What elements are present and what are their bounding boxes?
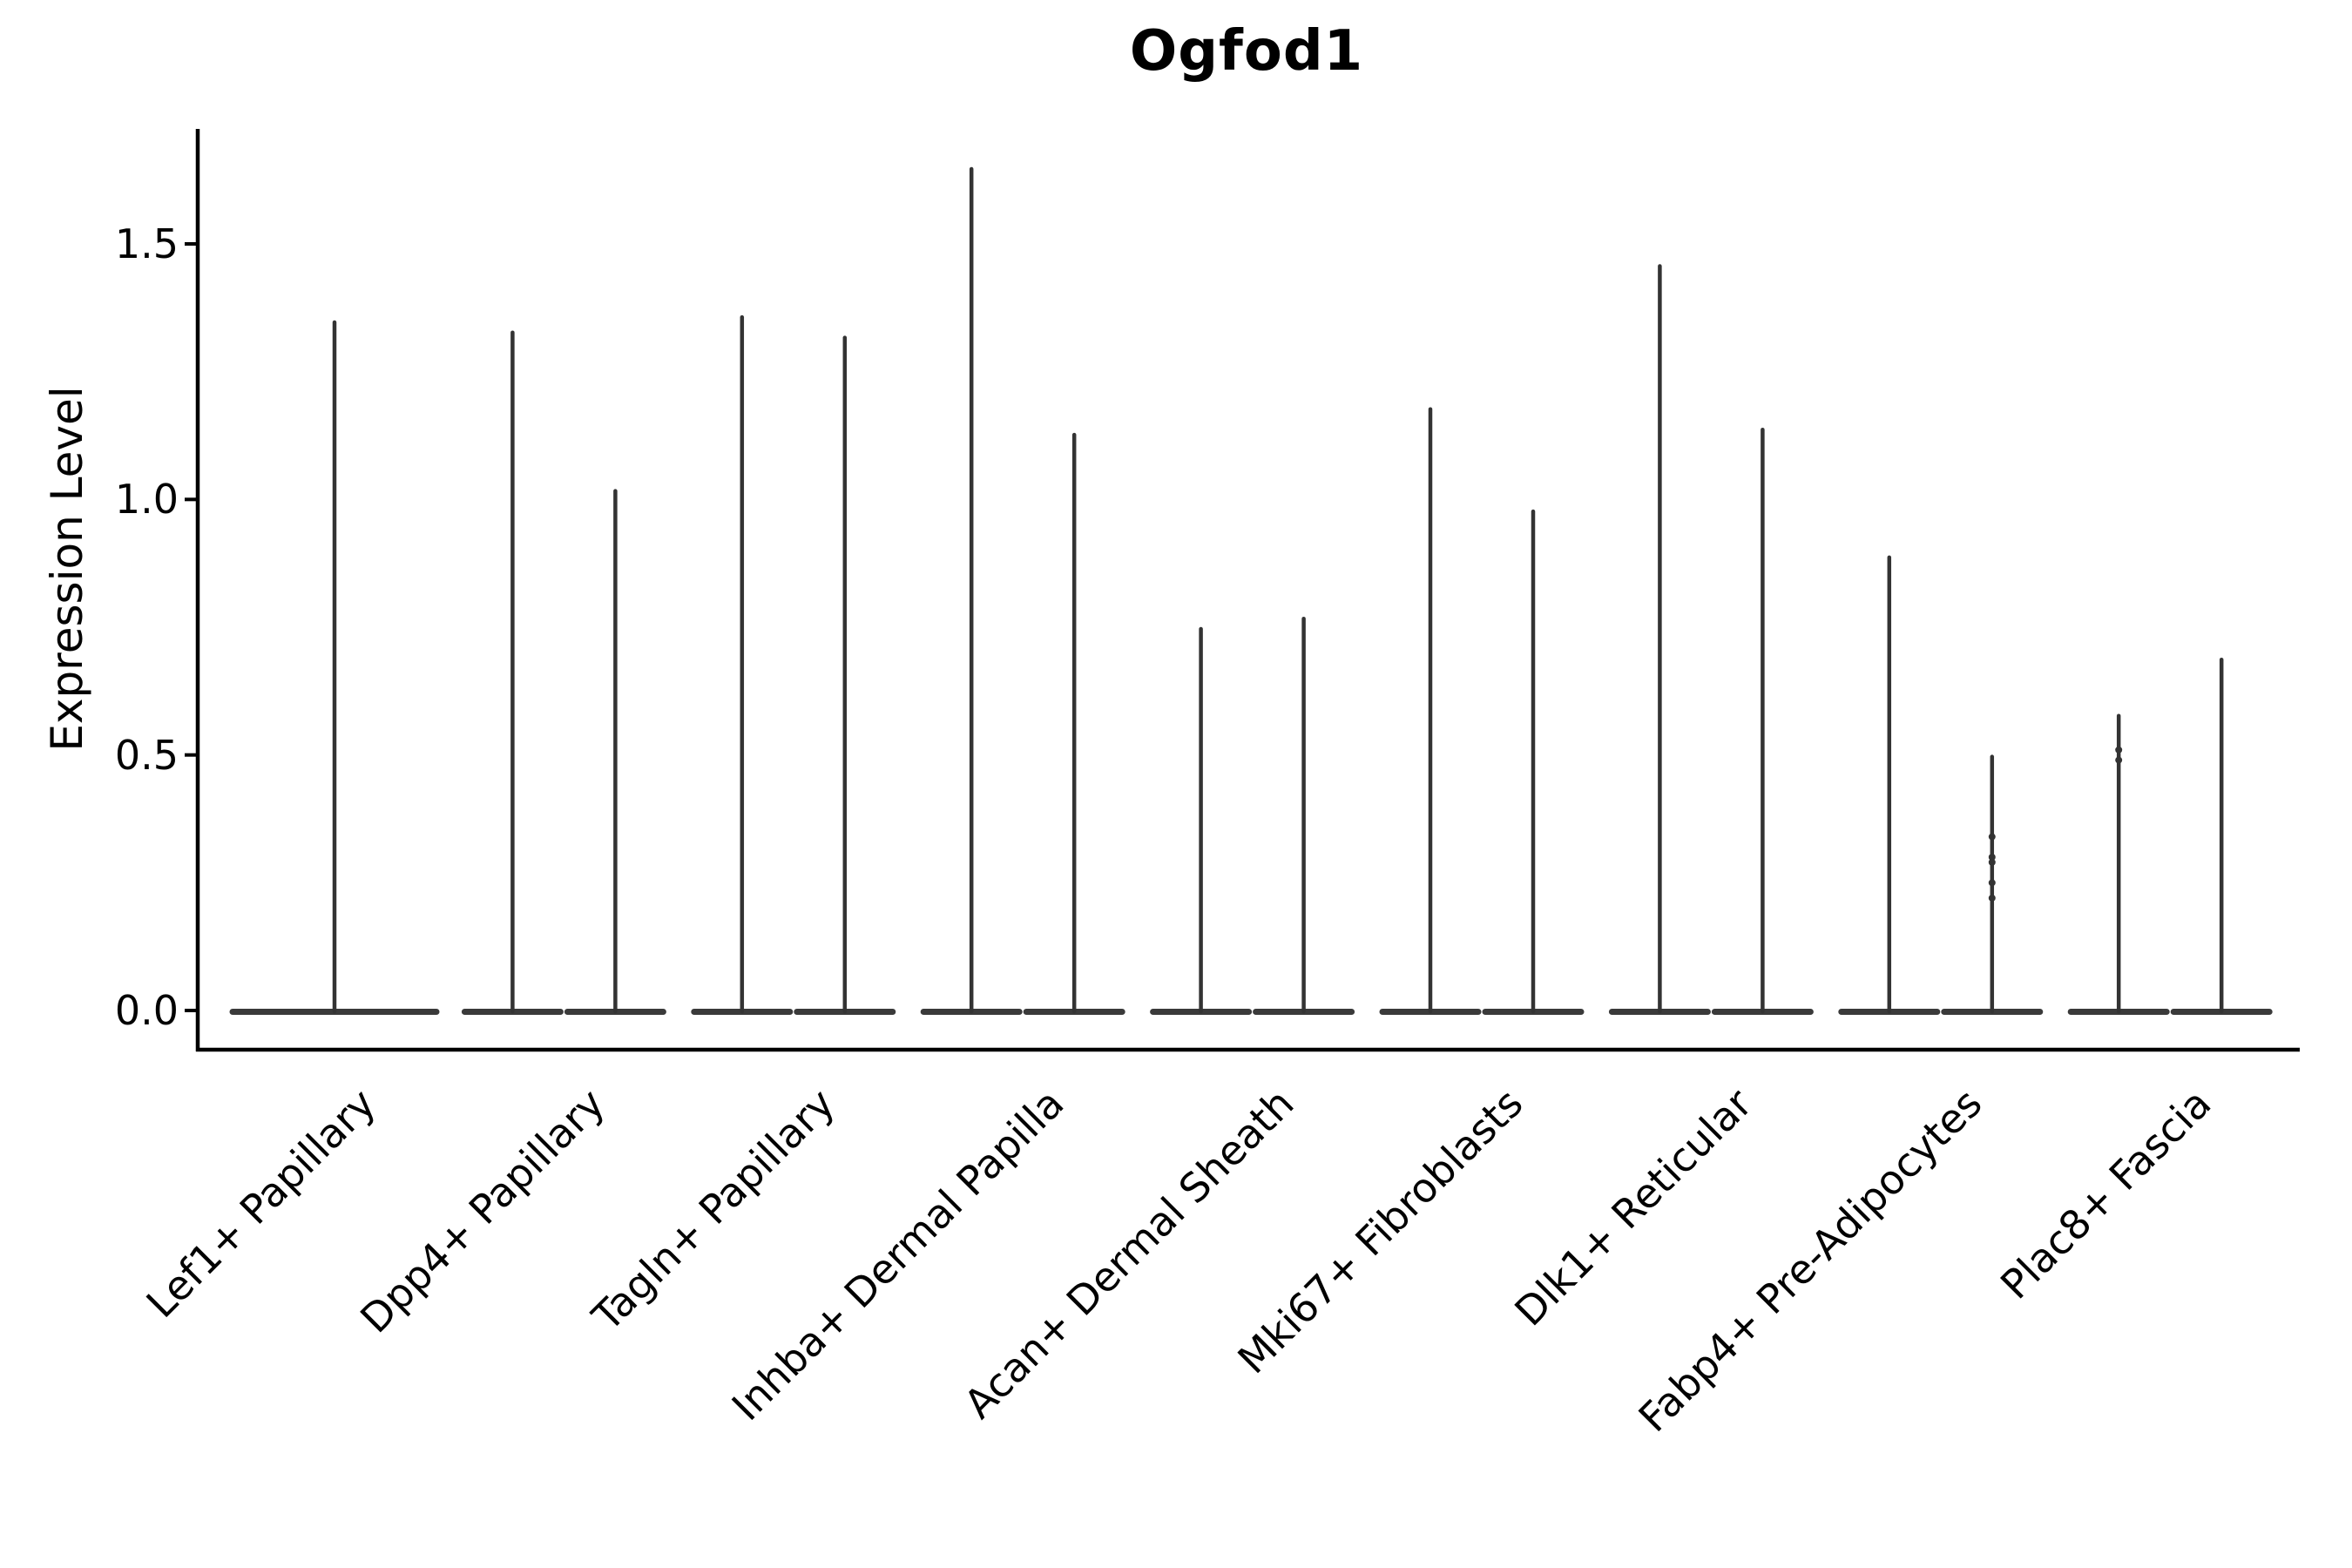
y-tick-label-2: 1.0 <box>114 476 179 524</box>
violin-density-dot <box>1988 833 1996 841</box>
violin-density-dot <box>1988 858 1996 866</box>
y-tick-label-0: 0.0 <box>114 987 179 1034</box>
y-tick-label-1: 0.5 <box>114 731 179 779</box>
violin-density-dot <box>1988 894 1996 902</box>
y-axis-label: Expression Level <box>42 386 92 752</box>
violin-density-dot <box>2115 746 2123 754</box>
chart-title: Ogfod1 <box>1129 19 1364 84</box>
violin-density-dot <box>1988 879 1996 887</box>
y-tick-label-3: 1.5 <box>114 220 179 267</box>
violin-density-dot <box>1988 853 1996 861</box>
violin-density-dot <box>2115 756 2123 764</box>
